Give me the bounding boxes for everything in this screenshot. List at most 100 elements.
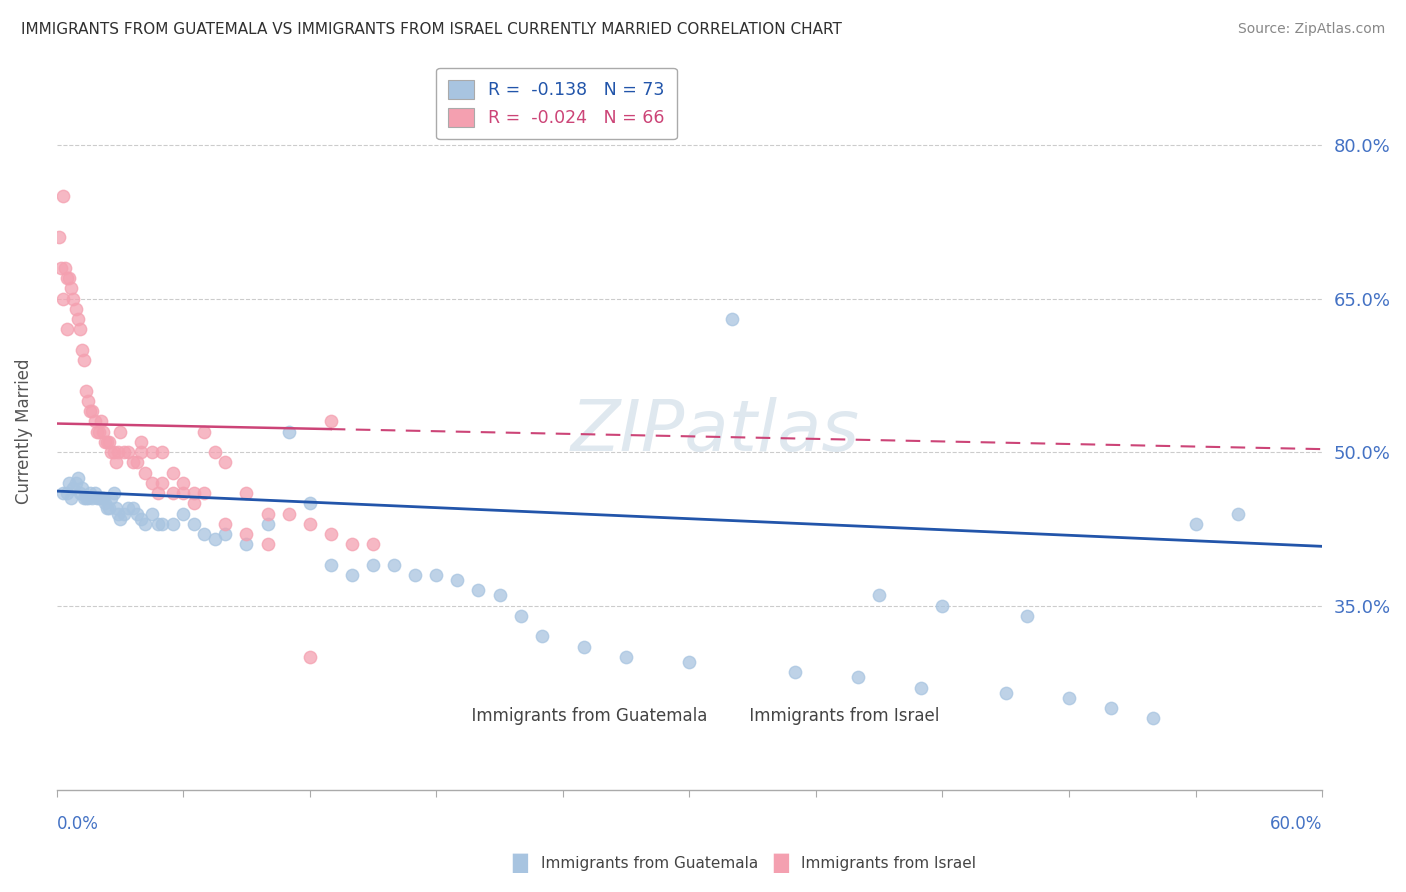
Point (146, 486, 169, 500)
Point (319, 415, 342, 429)
Point (994, 686, 1017, 700)
Point (86, 491, 108, 506)
Point (70, 343, 93, 357)
Point (319, 558, 342, 572)
Point (678, 655, 700, 669)
Point (49, 260, 72, 275)
Point (56, 486, 79, 500)
Point (52, 486, 75, 500)
Point (73, 491, 96, 506)
Point (1057, 690, 1080, 705)
Point (79, 404, 101, 418)
Point (125, 455, 148, 469)
Text: 60.0%: 60.0% (1270, 815, 1322, 833)
Point (62, 481, 84, 495)
Point (98, 434, 121, 449)
Point (340, 537, 363, 551)
Point (319, 527, 342, 541)
Point (94, 496, 117, 510)
Point (82, 404, 104, 418)
Point (425, 568, 447, 582)
Point (214, 527, 236, 541)
Point (298, 516, 321, 531)
Point (193, 527, 215, 541)
Point (79, 486, 101, 500)
Point (62, 292, 84, 306)
Point (183, 486, 205, 500)
Text: █: █ (513, 854, 527, 873)
Point (931, 599, 953, 613)
Point (277, 425, 299, 439)
Text: ZIPatlas: ZIPatlas (571, 397, 859, 467)
Point (1099, 701, 1122, 715)
Point (235, 486, 257, 500)
Point (150, 475, 173, 490)
Point (129, 512, 152, 526)
Point (121, 501, 143, 516)
Point (277, 507, 299, 521)
Point (235, 527, 257, 541)
Point (404, 568, 426, 582)
Point (183, 516, 205, 531)
Point (783, 665, 806, 680)
Point (58, 475, 80, 490)
Point (69, 486, 91, 500)
Point (56, 271, 79, 285)
Point (141, 475, 163, 490)
Point (125, 507, 148, 521)
Point (112, 445, 135, 459)
Point (1184, 516, 1206, 531)
Point (1142, 711, 1164, 725)
Point (96, 434, 118, 449)
Point (53, 260, 76, 275)
Point (141, 507, 163, 521)
Point (82, 491, 104, 506)
Point (129, 434, 152, 449)
Point (83, 486, 105, 500)
Point (65, 301, 87, 316)
Point (117, 501, 139, 516)
Point (48, 230, 70, 244)
Point (256, 507, 278, 521)
Y-axis label: Currently Married: Currently Married (15, 359, 32, 505)
Point (614, 649, 637, 664)
Point (235, 537, 257, 551)
Point (572, 640, 595, 654)
Point (361, 537, 384, 551)
Point (117, 445, 139, 459)
Text: Source: ZipAtlas.com: Source: ZipAtlas.com (1237, 22, 1385, 37)
Point (87, 491, 110, 506)
Point (94, 434, 117, 449)
Point (162, 466, 184, 480)
Point (298, 649, 321, 664)
Point (108, 425, 131, 439)
Point (467, 583, 489, 598)
Text: Immigrants from Israel: Immigrants from Israel (801, 856, 976, 871)
Point (90, 491, 112, 506)
Point (77, 491, 100, 506)
Point (112, 507, 135, 521)
Point (69, 322, 91, 336)
Point (868, 589, 890, 603)
Point (214, 455, 236, 469)
Point (193, 486, 215, 500)
Point (1015, 608, 1038, 623)
Point (846, 670, 869, 684)
Point (146, 516, 169, 531)
Point (382, 558, 405, 572)
Point (910, 681, 932, 695)
Point (193, 425, 215, 439)
Point (488, 589, 510, 603)
Point (103, 486, 125, 500)
Point (66, 312, 89, 326)
Point (1226, 507, 1249, 521)
Point (162, 486, 184, 500)
Point (86, 425, 108, 439)
Point (509, 608, 531, 623)
Point (77, 394, 100, 409)
Point (56, 322, 79, 336)
Point (172, 486, 194, 500)
Point (60, 281, 83, 295)
Point (129, 445, 152, 459)
Point (65, 475, 87, 490)
